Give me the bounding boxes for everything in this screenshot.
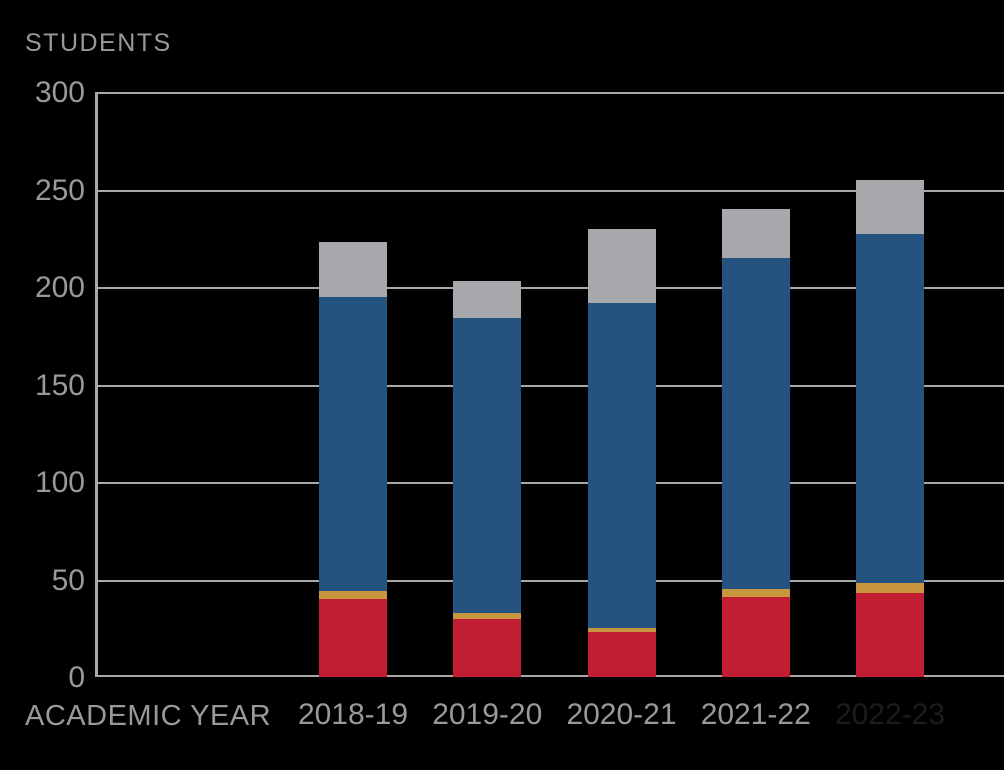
gridline-300 <box>95 92 1004 94</box>
bar-2019-20 <box>453 92 522 677</box>
red-segment-2020-21 <box>587 632 656 677</box>
gridline-0 <box>95 675 1004 677</box>
red-segment-2018-19 <box>319 599 387 677</box>
bar-2021-22 <box>721 92 790 677</box>
y-tick-label-50: 50 <box>51 563 85 597</box>
gold-segment-2019-20 <box>453 612 522 619</box>
blue-segment-2020-21 <box>587 302 656 629</box>
gold-segment-2021-22 <box>721 589 790 598</box>
y-tick-label-100: 100 <box>34 466 85 499</box>
gray-segment-2021-22 <box>721 209 790 258</box>
x-tick-label-2019-20: 2019-20 <box>432 698 543 731</box>
y-tick-label-0: 0 <box>68 661 85 694</box>
y-axis-title: STUDENTS <box>25 29 172 57</box>
bar-2020-21 <box>587 92 656 677</box>
y-tick-label-250: 250 <box>34 173 85 207</box>
y-tick-label-300: 300 <box>34 76 85 109</box>
blue-segment-2022-23 <box>856 234 924 584</box>
x-tick-label-2022-23: 2022-23 <box>834 698 946 731</box>
gray-segment-2020-21 <box>587 228 656 303</box>
gold-segment-2022-23 <box>856 583 924 594</box>
x-tick-label-2020-21: 2020-21 <box>566 698 677 731</box>
x-tick-label-2018-19: 2018-19 <box>297 698 409 731</box>
gold-segment-2020-21 <box>587 628 656 633</box>
y-tick-label-200: 200 <box>34 271 85 304</box>
blue-segment-2019-20 <box>453 318 522 613</box>
red-segment-2021-22 <box>721 597 790 677</box>
gray-segment-2018-19 <box>319 242 387 297</box>
gold-segment-2018-19 <box>319 591 387 599</box>
x-axis-title: ACADEMIC YEAR <box>25 700 272 732</box>
x-tick-label-2021-22: 2021-22 <box>700 698 811 731</box>
bar-2022-23 <box>856 92 924 677</box>
gridline-250 <box>95 189 1004 192</box>
red-segment-2019-20 <box>453 618 522 677</box>
gridline-50 <box>95 579 1004 582</box>
gridline-150 <box>95 384 1004 387</box>
gridline-200 <box>95 287 1004 289</box>
gray-segment-2022-23 <box>856 179 924 235</box>
blue-segment-2021-22 <box>721 257 790 590</box>
red-segment-2022-23 <box>856 593 924 677</box>
y-tick-label-150: 150 <box>34 368 85 402</box>
plot-area <box>95 92 1004 677</box>
gray-segment-2019-20 <box>453 281 522 319</box>
blue-segment-2018-19 <box>319 296 387 592</box>
gridline-100 <box>95 482 1004 484</box>
bar-2018-19 <box>319 92 387 677</box>
